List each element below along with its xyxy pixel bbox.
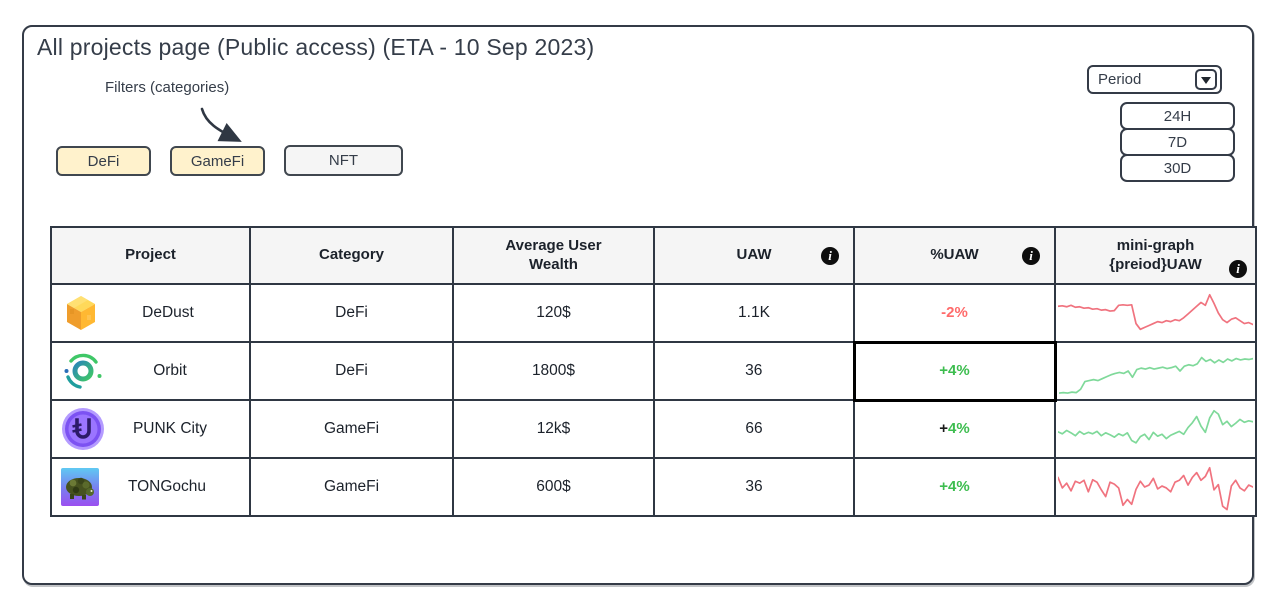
period-dropdown[interactable]: Period	[1087, 65, 1222, 94]
curved-arrow-icon	[200, 107, 242, 142]
project-name: Orbit	[153, 362, 187, 379]
punk-city-logo-icon	[61, 407, 105, 451]
period-options-list: 24H 7D 30D	[1120, 102, 1235, 182]
dropdown-triangle-icon	[1201, 76, 1211, 84]
chevron-down-icon[interactable]	[1195, 69, 1217, 90]
sparkline-chart	[1059, 344, 1254, 398]
uaw-change-value: 4%	[948, 362, 970, 379]
project-cell: TONGochu	[50, 457, 251, 517]
period-option-24h-label: 24H	[1163, 107, 1192, 125]
project-name: PUNK City	[132, 420, 208, 437]
filter-button-nft-label: NFT	[328, 152, 359, 169]
project-cell: PUNK City	[50, 399, 251, 459]
category-cell: DeFi	[249, 341, 454, 401]
orbit-logo-icon	[61, 349, 105, 393]
uaw-change-cell: -2%	[853, 283, 1056, 343]
uaw-change-cell: +4%	[853, 399, 1056, 459]
projects-table-header: Project Category Average User Wealth UAW…	[50, 226, 1257, 285]
avg-wealth-cell: 600$	[452, 457, 655, 517]
project-name: TONGochu	[127, 478, 207, 495]
avg-wealth-cell: 1800$	[452, 341, 655, 401]
avg-wealth-cell: 12k$	[452, 399, 655, 459]
project-cell: Orbit	[50, 341, 251, 401]
period-option-7d-label: 7D	[1167, 133, 1188, 151]
projects-table-body: DeDust DeFi 120$ 1.1K -2%	[50, 283, 1257, 517]
project-name: DeDust	[142, 304, 194, 321]
table-row-tongochu: TONGochu GameFi 600$ 36 +4%	[50, 457, 1257, 517]
category-cell: GameFi	[249, 399, 454, 459]
uaw-change-value: 4%	[948, 478, 970, 495]
info-icon[interactable]: i	[1229, 260, 1247, 278]
table-row-punk-city: PUNK City GameFi 12k$ 66 +4%	[50, 399, 1257, 459]
header-project: Project	[50, 226, 251, 285]
header-category-label: Category	[318, 246, 385, 264]
header-uaw: UAW i	[653, 226, 855, 285]
tongochu-logo-icon	[61, 468, 99, 506]
page-title: All projects page (Public access) (ETA -…	[37, 34, 595, 60]
uaw-cell: 1.1K	[653, 283, 855, 343]
avg-wealth-cell: 120$	[452, 283, 655, 343]
period-dropdown-label: Period	[1098, 71, 1142, 88]
header-average-user-wealth-label: Average User Wealth	[505, 236, 602, 273]
category-cell: DeFi	[249, 283, 454, 343]
sparkline-chart	[1058, 286, 1253, 340]
uaw-change-sign: +	[939, 362, 949, 379]
dedust-logo-icon	[61, 293, 101, 333]
header-pct-uaw-label: %UAW	[930, 246, 979, 264]
header-pct-uaw: %UAW i	[853, 226, 1056, 285]
uaw-change-sign: +	[939, 420, 949, 438]
sparkline-chart	[1058, 402, 1253, 456]
header-uaw-label: UAW	[736, 246, 772, 264]
uaw-cell: 66	[653, 399, 855, 459]
minigraph-cell	[1054, 341, 1257, 401]
table-row-orbit: Orbit DeFi 1800$ 36 +4%	[50, 340, 1257, 402]
header-average-user-wealth: Average User Wealth	[452, 226, 655, 285]
filter-button-defi-label: DeFi	[87, 152, 120, 170]
table-row-dedust: DeDust DeFi 120$ 1.1K -2%	[50, 283, 1257, 343]
sparkline-chart	[1058, 460, 1253, 514]
category-cell: GameFi	[249, 457, 454, 517]
header-minigraph-label: mini-graph {preiod}UAW	[1109, 236, 1202, 273]
info-icon[interactable]: i	[1022, 246, 1040, 265]
uaw-change-sign: -	[941, 303, 947, 321]
filter-button-gamefi[interactable]: GameFi	[170, 146, 265, 176]
header-minigraph: mini-graph {preiod}UAW i	[1054, 226, 1257, 285]
period-option-30d[interactable]: 30D	[1120, 154, 1235, 182]
header-row: Project Category Average User Wealth UAW…	[50, 226, 1257, 285]
uaw-cell: 36	[653, 341, 855, 401]
project-cell: DeDust	[50, 283, 251, 343]
projects-table: Project Category Average User Wealth UAW…	[50, 226, 1257, 517]
uaw-change-sign: +	[939, 478, 949, 495]
uaw-cell: 36	[653, 457, 855, 517]
filter-button-defi[interactable]: DeFi	[56, 146, 151, 176]
minigraph-cell	[1054, 399, 1257, 459]
uaw-change-value: 4%	[948, 420, 970, 438]
filter-button-nft[interactable]: NFT	[284, 145, 403, 176]
uaw-change-value: 2%	[946, 303, 968, 321]
minigraph-cell	[1054, 457, 1257, 517]
period-option-24h[interactable]: 24H	[1120, 102, 1235, 130]
filters-label: Filters (categories)	[105, 79, 230, 96]
period-option-7d[interactable]: 7D	[1120, 128, 1235, 156]
period-option-30d-label: 30D	[1163, 159, 1192, 177]
uaw-change-cell: +4%	[852, 340, 1057, 402]
page-frame: All projects page (Public access) (ETA -…	[22, 25, 1257, 585]
info-icon[interactable]: i	[821, 246, 839, 265]
uaw-change-cell: +4%	[853, 457, 1056, 517]
minigraph-cell	[1054, 283, 1257, 343]
header-category: Category	[249, 226, 454, 285]
header-project-label: Project	[125, 246, 176, 264]
filter-button-gamefi-label: GameFi	[190, 152, 245, 170]
